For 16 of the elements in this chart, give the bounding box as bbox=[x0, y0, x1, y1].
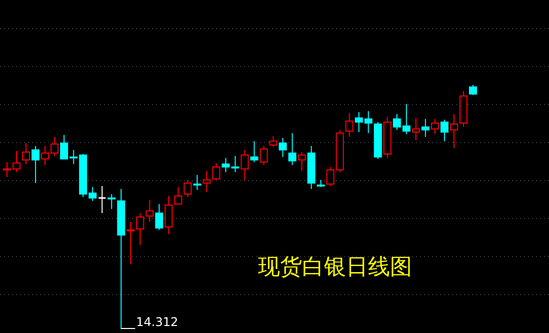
candlestick bbox=[240, 149, 249, 182]
candlestick bbox=[164, 196, 173, 235]
candlestick bbox=[202, 170, 211, 193]
candlestick bbox=[412, 117, 420, 140]
candlestick bbox=[98, 186, 106, 214]
text: 现货白银日线图 bbox=[258, 255, 412, 280]
candlestick bbox=[345, 112, 354, 138]
candlestick bbox=[146, 199, 154, 222]
candlestick bbox=[421, 118, 430, 138]
candlestick bbox=[193, 174, 202, 190]
candlestick bbox=[450, 114, 458, 148]
candlestick bbox=[278, 137, 287, 158]
candlestick bbox=[307, 146, 316, 190]
candlestick bbox=[117, 188, 126, 330]
annotation: 14.312 bbox=[136, 315, 178, 329]
candlestick bbox=[126, 221, 135, 265]
